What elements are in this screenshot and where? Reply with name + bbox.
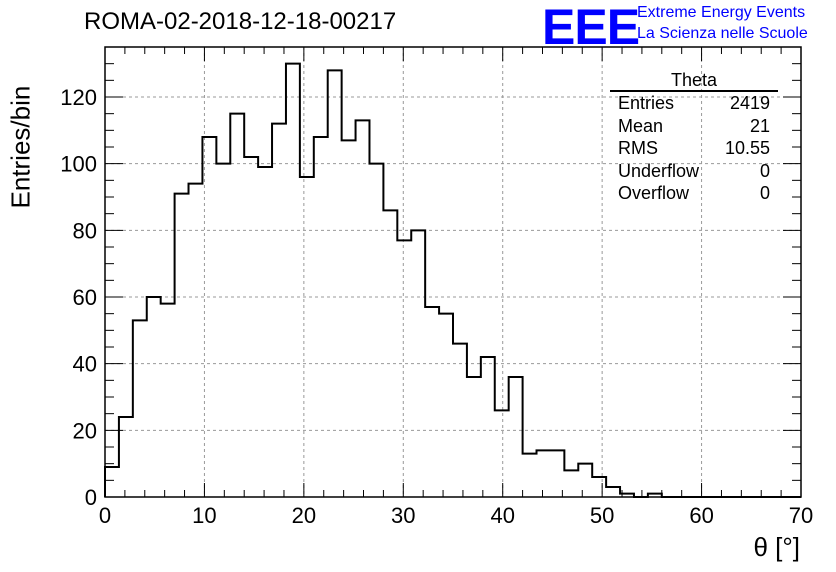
x-tick-label: 10 xyxy=(192,503,216,528)
y-tick-label: 60 xyxy=(73,285,97,310)
stats-row-mean: Mean 21 xyxy=(610,115,778,138)
y-tick-label: 100 xyxy=(60,152,97,177)
stats-box: Theta Entries 2419 Mean 21 RMS 10.55 Und… xyxy=(610,70,778,205)
x-tick-label: 70 xyxy=(789,503,813,528)
plot-frame xyxy=(104,46,802,498)
logo-line-2: La Scienza nelle Scuole xyxy=(637,25,808,42)
stats-value: 21 xyxy=(749,115,770,136)
y-tick-label: 40 xyxy=(73,352,97,377)
y-axis-label: Entries/bin xyxy=(5,85,36,209)
chart-title: ROMA-02-2018-12-18-00217 xyxy=(84,8,397,35)
stats-label: Mean xyxy=(618,115,664,136)
stats-row-rms: RMS 10.55 xyxy=(610,137,778,160)
stats-label: Underflow xyxy=(618,160,700,181)
tick-labels: 0 10 20 30 40 50 60 70 0 20 40 60 80 100 120 xyxy=(60,85,813,528)
y-tick-label: 120 xyxy=(60,85,97,110)
stats-label: Overflow xyxy=(618,183,690,203)
stats-title: Theta xyxy=(610,70,778,92)
x-tick-label: 40 xyxy=(490,503,514,528)
y-tick-label: 0 xyxy=(85,485,97,510)
stats-row-underflow: Underflow 0 xyxy=(610,160,778,183)
stats-row-overflow: Overflow 0 xyxy=(610,182,778,205)
x-tick-label: 60 xyxy=(689,503,713,528)
y-tick-label: 80 xyxy=(73,218,97,243)
axes xyxy=(104,46,802,498)
histogram-line xyxy=(104,62,801,498)
y-tick-label: 20 xyxy=(73,418,97,443)
x-tick-label: 20 xyxy=(292,503,316,528)
stats-value: 2419 xyxy=(729,93,770,113)
stats-value: 0 xyxy=(759,160,770,181)
x-axis-label: θ [°] xyxy=(753,532,800,562)
stats-row-entries: Entries 2419 xyxy=(610,92,778,115)
histogram-series xyxy=(104,62,801,498)
stats-value: 10.55 xyxy=(724,138,770,158)
x-tick-label: 50 xyxy=(590,503,614,528)
stats-value: 0 xyxy=(759,183,770,203)
stats-label: RMS xyxy=(618,138,658,158)
eee-logo: EEE xyxy=(542,0,640,55)
stats-label: Entries xyxy=(618,93,675,113)
x-tick-label: 0 xyxy=(99,503,111,528)
logo-line-1: Extreme Energy Events xyxy=(637,4,806,21)
x-tick-label: 30 xyxy=(391,503,415,528)
